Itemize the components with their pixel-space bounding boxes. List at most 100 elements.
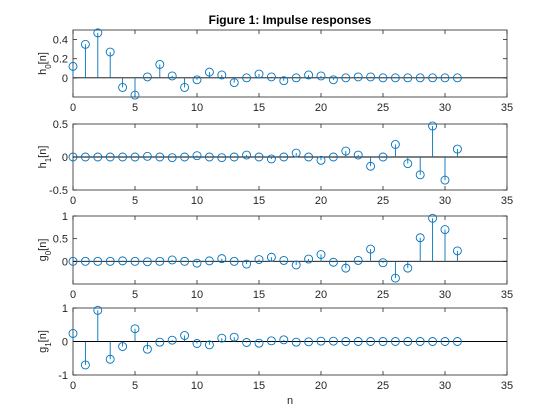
y-tick-label: -1	[58, 370, 68, 382]
stem-marker	[155, 152, 165, 162]
stem-marker	[167, 335, 177, 345]
stem-marker	[242, 259, 252, 269]
stem-marker	[366, 161, 376, 171]
stem-marker	[167, 153, 177, 163]
stem-marker	[428, 337, 438, 346]
x-tick-label: 5	[132, 289, 138, 301]
stem-marker	[93, 28, 103, 38]
stem-marker	[167, 255, 177, 265]
stem-marker	[93, 256, 103, 266]
y-axis-label-tail: [n]	[37, 146, 49, 158]
stem-marker	[390, 73, 400, 83]
stem-marker	[68, 152, 78, 162]
stem-marker	[316, 250, 326, 259]
stem-marker	[341, 146, 351, 156]
x-tick-label: 0	[70, 380, 76, 392]
stem-marker	[180, 331, 190, 340]
y-axis-label-sub: 1	[44, 342, 53, 347]
stem-marker	[105, 152, 115, 162]
stem-marker	[328, 336, 338, 346]
stem-marker	[142, 151, 152, 161]
stem-marker	[316, 71, 326, 81]
stem-marker	[155, 337, 165, 347]
x-tick-label: 35	[501, 380, 513, 392]
stem-marker	[266, 252, 276, 262]
x-tick-label: 25	[377, 195, 389, 207]
stem-marker	[118, 342, 128, 351]
stem-marker	[142, 257, 152, 267]
x-tick-label: 10	[191, 380, 203, 392]
stem-marker	[192, 75, 202, 85]
stem-marker	[118, 82, 128, 92]
stem-marker	[105, 354, 115, 364]
stem-marker	[80, 39, 90, 49]
stem-marker	[428, 213, 438, 223]
y-axis-label: h0[n]	[37, 52, 53, 75]
stem-marker	[304, 254, 314, 264]
y-tick-label: 0	[62, 152, 68, 164]
stem-marker	[254, 152, 264, 162]
stem-marker	[118, 152, 128, 162]
stem-marker	[353, 150, 363, 160]
stem-marker	[130, 90, 140, 100]
x-tick-label: 35	[501, 195, 513, 207]
stem-marker	[378, 152, 388, 162]
stem-marker	[390, 140, 400, 149]
x-tick-label: 0	[70, 289, 76, 301]
y-axis-label-tail: [n]	[37, 52, 49, 64]
x-tick-label: 35	[501, 102, 513, 114]
stem-marker	[93, 305, 103, 315]
stem-marker	[80, 360, 90, 370]
stem-marker	[217, 70, 227, 80]
stem-marker	[353, 337, 363, 346]
stem-marker	[403, 263, 413, 273]
y-tick-label: 0.5	[53, 234, 68, 246]
stem-marker	[105, 47, 115, 57]
stem-marker	[266, 154, 276, 164]
stem-marker	[217, 153, 227, 163]
stem-marker	[80, 152, 90, 162]
stem-marker	[452, 246, 462, 256]
y-tick-label: 1	[62, 211, 68, 223]
stem-marker	[304, 337, 314, 347]
stem-marker	[316, 336, 326, 346]
stem-marker	[428, 73, 438, 83]
x-tick-label: 10	[191, 289, 203, 301]
stem-marker	[142, 344, 152, 354]
x-tick-label: 5	[132, 102, 138, 114]
y-axis-label: g0[n]	[37, 239, 53, 262]
x-tick-label: 5	[132, 380, 138, 392]
x-tick-label: 15	[253, 195, 265, 207]
stem-marker	[80, 256, 90, 266]
stem-marker	[279, 255, 289, 265]
stem-marker	[68, 256, 78, 266]
stem-marker	[217, 333, 227, 343]
y-tick-label: 0	[62, 337, 68, 349]
stem-marker	[452, 144, 462, 154]
y-axis-label: g1[n]	[37, 330, 53, 353]
stem-marker	[452, 337, 462, 346]
x-tick-label: 35	[501, 289, 513, 301]
stem-marker	[440, 73, 450, 83]
y-axis-label-main: h	[37, 162, 49, 168]
x-tick-label: 20	[315, 380, 327, 392]
stem-marker	[341, 73, 351, 83]
axes-box	[72, 215, 508, 285]
x-tick-label: 15	[253, 380, 265, 392]
axes-box	[72, 29, 508, 98]
stem-marker	[180, 152, 190, 162]
x-tick-label: 25	[377, 289, 389, 301]
stem-marker	[279, 152, 289, 162]
stem-marker	[440, 337, 450, 346]
y-tick-label: 0	[62, 73, 68, 85]
stem-marker	[415, 73, 425, 83]
x-tick-label: 10	[191, 102, 203, 114]
stem-marker	[242, 150, 252, 160]
x-tick-label: 30	[439, 102, 451, 114]
x-tick-label: 15	[253, 289, 265, 301]
y-axis-label-main: h	[37, 69, 49, 75]
stem-marker	[229, 152, 239, 162]
stem-marker	[403, 337, 413, 346]
